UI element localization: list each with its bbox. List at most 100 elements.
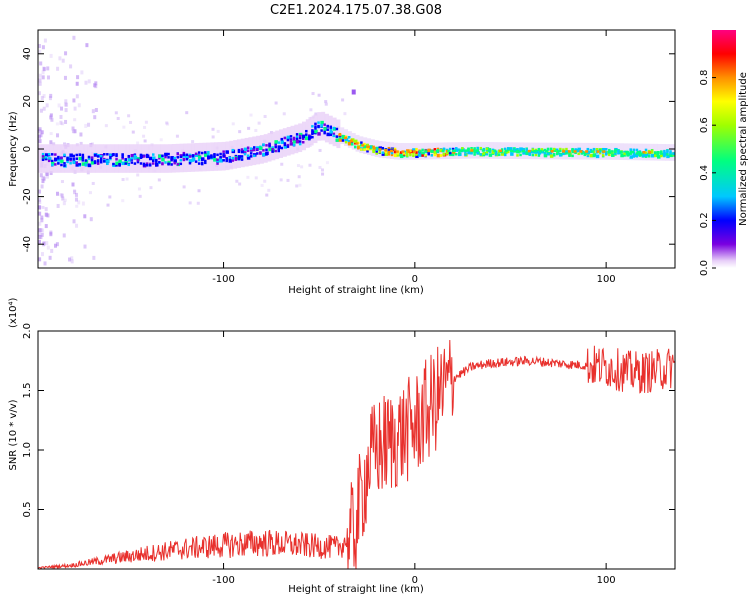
- ridge-cell: [455, 147, 458, 150]
- ridge-cell: [286, 135, 291, 140]
- ridge-cell: [301, 140, 305, 144]
- ridge-cell: [298, 132, 303, 137]
- ridge-cell: [473, 147, 476, 150]
- ridge-cell: [207, 150, 210, 154]
- noise-cell: [44, 224, 48, 229]
- noise-cell: [61, 122, 65, 126]
- ridge-cell: [188, 161, 192, 165]
- ridge-cell: [455, 148, 459, 152]
- ridge-cell: [161, 158, 165, 162]
- ridge-cell: [127, 154, 131, 158]
- noise-cell: [318, 148, 322, 152]
- ridge-cell: [329, 133, 333, 137]
- halo-cell: [145, 144, 150, 173]
- ridge-cell: [133, 162, 137, 165]
- ridge-cell: [121, 157, 124, 160]
- ridge-cell: [69, 153, 73, 157]
- ridge-cell: [663, 151, 666, 154]
- ridge-cell: [369, 145, 372, 149]
- ridge-cell: [604, 151, 608, 154]
- ridge-cell: [106, 162, 109, 166]
- noise-cell: [300, 165, 304, 169]
- noise-cell: [75, 204, 79, 208]
- ridge-cell: [179, 155, 183, 159]
- ridge-cell: [528, 152, 531, 155]
- ridge-cell: [354, 139, 358, 144]
- ridge-core-cell: [470, 149, 474, 152]
- ridge-cell: [148, 164, 152, 167]
- ridge-cell: [436, 153, 441, 158]
- ridge-cell: [207, 152, 210, 156]
- ridge-core-cell: [499, 149, 503, 153]
- ridge-cell: [225, 159, 228, 163]
- ridge-cell: [577, 149, 580, 153]
- ridge-cell: [240, 158, 244, 161]
- halo-cell: [118, 144, 123, 173]
- halo-cell: [49, 144, 54, 173]
- ridge-cell: [393, 150, 397, 154]
- ridge-cell: [650, 153, 655, 158]
- ridge-cell: [507, 150, 510, 154]
- ridge-cell: [485, 147, 489, 151]
- halo-cell: [194, 143, 199, 172]
- ridge-cell: [115, 154, 118, 158]
- noise-cell: [41, 75, 45, 80]
- ridge-cell: [354, 142, 357, 145]
- ridge-cell: [204, 159, 207, 163]
- ridge-cell: [442, 152, 446, 156]
- halo-cell: [420, 142, 425, 160]
- ridge-core-cell: [631, 150, 635, 154]
- ridge-core-cell: [550, 150, 554, 153]
- ridge-cell: [308, 137, 311, 141]
- y-tick-label: 40: [22, 47, 33, 60]
- snr-xlabel: Height of straight line (km): [288, 584, 424, 595]
- ridge-cell: [433, 153, 437, 157]
- ridge-cell: [93, 161, 97, 165]
- ridge-cell: [439, 149, 443, 152]
- halo-cell: [38, 144, 42, 173]
- ridge-cell: [96, 155, 100, 158]
- ridge-cell: [442, 147, 446, 151]
- ridge-cell: [424, 154, 427, 157]
- ridge-cell: [213, 158, 217, 162]
- ridge-cell: [341, 137, 345, 140]
- ridge-cell: [660, 152, 664, 157]
- ridge-cell: [139, 154, 144, 159]
- noise-cell: [49, 53, 53, 58]
- ridge-cell: [586, 148, 590, 151]
- ridge-cell: [415, 147, 418, 151]
- ridge-core-cell: [361, 144, 365, 147]
- ridge-cell: [604, 153, 608, 156]
- noise-cell: [165, 121, 169, 125]
- ridge-cell: [549, 151, 553, 155]
- ridge-cell: [479, 153, 483, 156]
- ridge-cell: [109, 156, 112, 159]
- ridge-cell: [298, 140, 302, 143]
- spectrogram-ylabel: Frequency (Hz): [8, 111, 19, 187]
- colorbar-gradient: [712, 30, 736, 268]
- snr-series-line: [38, 339, 675, 569]
- noise-cell: [83, 244, 87, 249]
- ridge-cell: [219, 159, 223, 163]
- ridge-cell: [445, 149, 449, 153]
- ridge-cell: [635, 154, 639, 158]
- ridge-cell: [130, 153, 135, 158]
- ridge-core-cell: [344, 136, 348, 140]
- ridge-cell: [99, 160, 103, 164]
- ridge-core-cell: [602, 150, 606, 153]
- ridge-cell: [219, 155, 222, 159]
- ridge-cell: [164, 155, 167, 159]
- x-tick-label: 0: [412, 575, 418, 586]
- noise-cell: [64, 119, 68, 124]
- ridge-cell: [87, 157, 91, 160]
- snr-ticks: -100 0 100 0.5 1.0 1.5 2.0: [22, 323, 675, 586]
- noise-cell: [42, 175, 46, 180]
- ridge-cell: [503, 153, 507, 157]
- ridge-cell: [142, 162, 146, 166]
- ridge-cell: [372, 148, 375, 152]
- ridge-cell: [510, 152, 514, 156]
- ridge-cell: [243, 147, 248, 152]
- ridge-cell: [644, 155, 648, 158]
- ridge-cell: [503, 150, 508, 155]
- ridge-cell: [158, 156, 161, 160]
